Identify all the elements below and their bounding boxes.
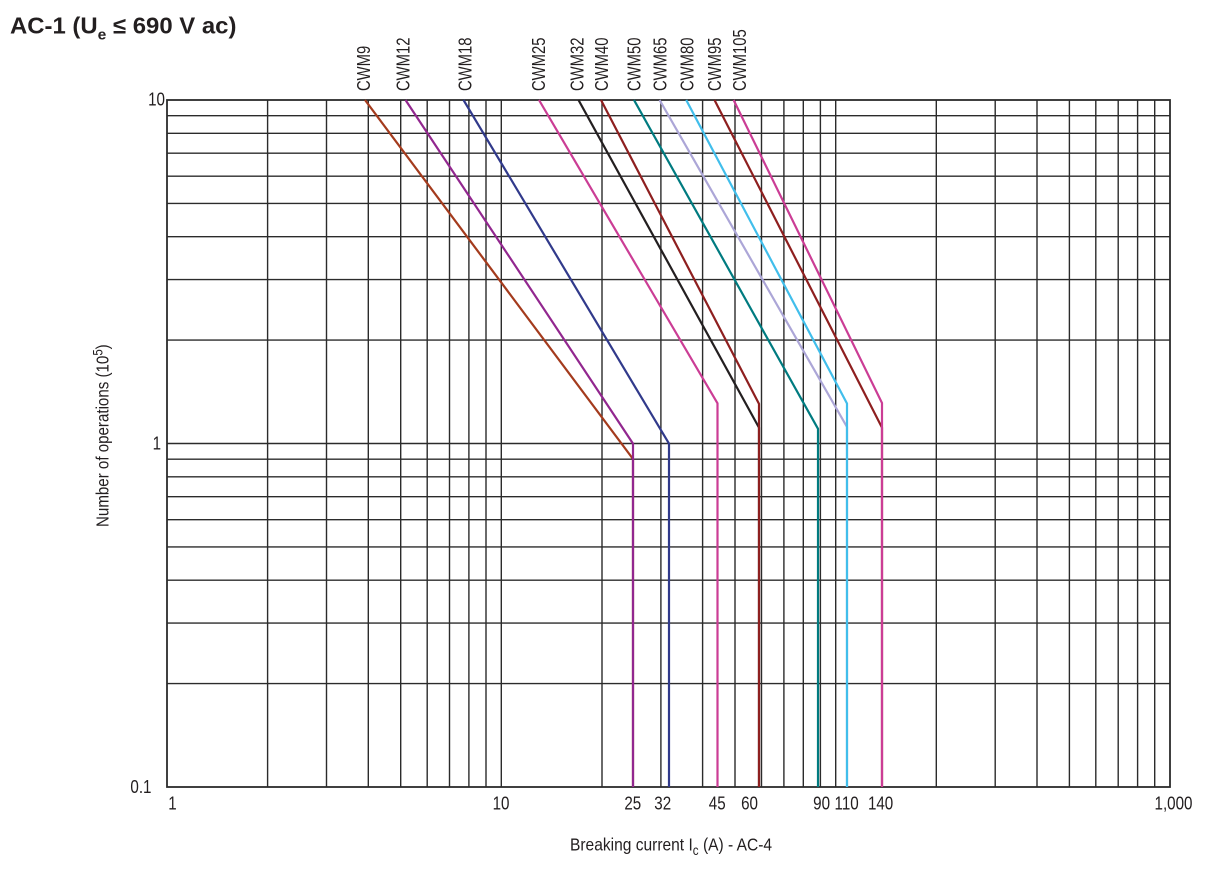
svg-text:0.1: 0.1 (130, 777, 151, 798)
svg-text:1: 1 (168, 793, 176, 814)
svg-text:Number of operations (105): Number of operations (105) (91, 344, 113, 527)
svg-text:90: 90 (813, 793, 830, 814)
svg-text:CWM65: CWM65 (650, 38, 671, 91)
svg-text:CWM18: CWM18 (455, 38, 476, 91)
svg-text:1: 1 (153, 433, 161, 454)
svg-text:32: 32 (654, 793, 671, 814)
svg-text:10: 10 (148, 89, 165, 110)
svg-text:140: 140 (868, 793, 893, 814)
svg-text:AC-1 (Ue ≤ 690 V ac): AC-1 (Ue ≤ 690 V ac) (10, 13, 236, 44)
svg-text:CWM105: CWM105 (729, 29, 750, 91)
svg-text:CWM9: CWM9 (354, 46, 375, 91)
svg-text:CWM25: CWM25 (529, 38, 550, 91)
svg-text:CWM12: CWM12 (393, 38, 414, 91)
svg-text:45: 45 (709, 793, 726, 814)
svg-text:1,000: 1,000 (1155, 793, 1193, 814)
svg-text:110: 110 (835, 793, 859, 814)
svg-text:60: 60 (741, 793, 758, 814)
svg-text:CWM95: CWM95 (705, 38, 726, 91)
svg-text:CWM32: CWM32 (567, 38, 588, 91)
svg-text:10: 10 (493, 793, 510, 814)
svg-text:CWM80: CWM80 (677, 38, 698, 91)
svg-text:CWM50: CWM50 (624, 38, 645, 91)
svg-text:CWM40: CWM40 (592, 38, 613, 91)
svg-text:25: 25 (624, 793, 641, 814)
svg-text:Breaking current Ic (A) - AC-4: Breaking current Ic (A) - AC-4 (570, 834, 772, 858)
